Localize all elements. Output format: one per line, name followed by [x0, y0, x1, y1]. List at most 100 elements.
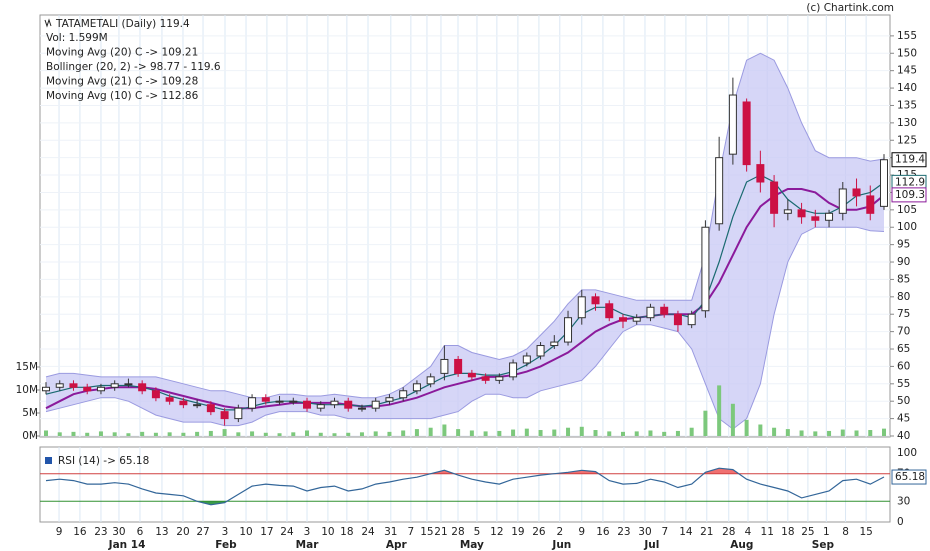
x-tick-label: 9	[578, 526, 585, 538]
volume-bar	[167, 432, 172, 436]
y-tick-label: 105	[897, 204, 917, 216]
candle-body	[289, 400, 298, 403]
volume-bar	[250, 431, 255, 436]
candle-body	[673, 313, 682, 326]
x-tick-label: 18	[781, 526, 794, 538]
x-tick-label: 3	[304, 526, 311, 538]
candle-body	[179, 400, 188, 406]
candle-body	[55, 383, 64, 388]
y-tick-label: 85	[897, 273, 910, 285]
y-tick-label: 135	[897, 99, 917, 111]
x-tick-label: 8	[842, 526, 849, 538]
volume-bar	[538, 430, 543, 436]
price-tag-box	[891, 152, 927, 168]
candle-body	[83, 386, 92, 392]
x-tick-label: 23	[94, 526, 107, 538]
x-tick-label: 13	[155, 526, 168, 538]
volume-bar	[868, 430, 873, 436]
candle-body	[522, 355, 531, 364]
title-icon	[44, 18, 52, 28]
month-label: Mar	[296, 539, 320, 551]
volume-bar	[689, 427, 694, 436]
y-tick-label: 145	[897, 65, 917, 77]
x-tick-label: 28	[722, 526, 735, 538]
candle-body	[330, 400, 339, 406]
x-tick-label: 15	[859, 526, 872, 538]
candle-body	[248, 397, 257, 409]
candle-body	[69, 383, 78, 388]
volume-bar	[291, 432, 296, 436]
legend-entry: Moving Avg (21) C -> 109.28	[46, 76, 198, 88]
x-tick-label: 1	[823, 526, 830, 538]
volume-tick-label: 5M	[22, 407, 38, 419]
candle-body	[509, 362, 518, 378]
volume-bar	[730, 403, 735, 436]
volume-bar	[717, 385, 722, 436]
candle-body	[193, 404, 202, 407]
x-tick-label: 10	[239, 526, 252, 538]
x-tick-label: 9	[56, 526, 63, 538]
volume-bar	[195, 431, 200, 436]
candle-body	[234, 407, 243, 420]
volume-bar	[854, 430, 859, 436]
candle-body	[715, 157, 724, 225]
y-tick-label: 40	[897, 430, 910, 442]
volume-bar	[483, 431, 488, 436]
y-tick-label: 130	[897, 117, 917, 129]
bollinger-band	[46, 53, 884, 430]
volume-bar	[401, 430, 406, 436]
month-label: Feb	[215, 539, 237, 551]
rsi-title: RSI (14) -> 65.18	[58, 455, 149, 467]
volume-bar	[703, 410, 708, 436]
volume-tick-label: 10M	[16, 384, 38, 396]
moving-average	[45, 188, 885, 410]
candle-body	[646, 306, 655, 319]
price-tag: 119.4	[895, 154, 925, 166]
volume-bar	[153, 432, 158, 436]
candle-body	[165, 397, 174, 402]
candle-body	[756, 164, 765, 183]
y-tick-label: 100	[897, 221, 917, 233]
candle-body	[577, 296, 586, 319]
candle-body	[811, 216, 820, 221]
x-tick-label: 3	[222, 526, 229, 538]
volume-bar	[675, 430, 680, 436]
volume-bar	[208, 430, 213, 436]
price-tag: 109.3	[895, 189, 925, 201]
volume-bar	[387, 431, 392, 436]
candle-body	[275, 400, 284, 403]
candle-body	[206, 404, 215, 413]
month-label: Jul	[643, 539, 659, 551]
y-tick-label: 90	[897, 256, 910, 268]
candle-body	[550, 341, 559, 347]
candle-body	[371, 400, 380, 409]
volume-bar	[277, 433, 282, 436]
y-tick-label: 70	[897, 326, 910, 338]
y-tick-label: 95	[897, 239, 910, 251]
x-tick-label: 5	[474, 526, 481, 538]
volume-bar	[593, 430, 598, 436]
volume-bar	[744, 419, 749, 436]
volume-bar	[236, 432, 241, 436]
volume-bar	[840, 429, 845, 436]
month-label: May	[460, 539, 484, 551]
volume-bar	[524, 428, 529, 436]
volume-bar	[126, 433, 131, 436]
volume-bar	[181, 432, 186, 436]
candle-body	[110, 383, 119, 388]
volume-bar	[785, 429, 790, 436]
rsi-icon	[45, 457, 52, 464]
volume-bar	[44, 430, 48, 436]
volume-bar	[428, 427, 433, 436]
candle-body	[124, 383, 133, 386]
x-tick-label: 30	[638, 526, 651, 538]
volume-bar	[607, 431, 612, 436]
volume-bar	[332, 433, 337, 436]
y-tick-label: 150	[897, 47, 917, 59]
x-tick-label: 21	[700, 526, 713, 538]
candle-body	[536, 345, 545, 357]
candle-body	[852, 188, 861, 197]
x-tick-label: 2	[556, 526, 563, 538]
candle-body	[632, 317, 641, 322]
x-tick-label: 19	[511, 526, 524, 538]
